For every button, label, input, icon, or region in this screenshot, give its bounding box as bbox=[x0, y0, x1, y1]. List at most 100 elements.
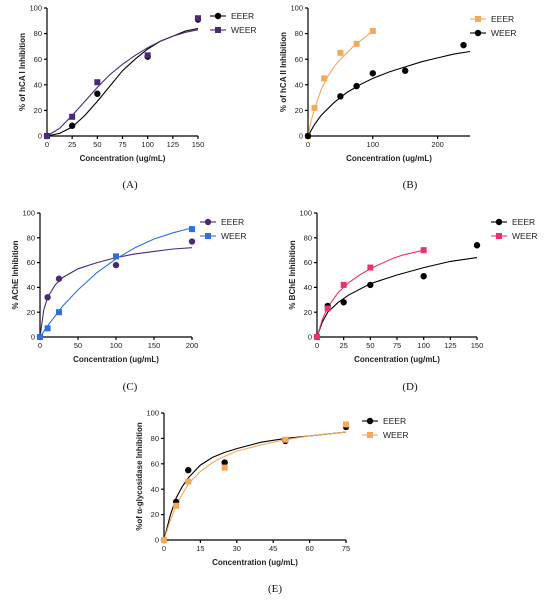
y-tick-label: 100 bbox=[29, 4, 42, 13]
legend-marker-eeer bbox=[495, 218, 503, 226]
legend-label: EEER bbox=[383, 416, 406, 426]
data-point-weer bbox=[69, 113, 76, 120]
y-axis-label: %of α-glycosidase Inhibition bbox=[135, 422, 144, 531]
data-point-weer bbox=[195, 15, 201, 22]
x-axis-label: Concentration (ug/mL) bbox=[346, 154, 432, 163]
x-tick-label: 150 bbox=[471, 341, 484, 350]
legend-label: EEER bbox=[512, 217, 535, 227]
x-tick-label: 0 bbox=[162, 544, 166, 553]
legend-label: WEER bbox=[221, 231, 247, 241]
data-point-eeer bbox=[340, 299, 347, 306]
data-point-weer bbox=[353, 82, 360, 90]
legend: EEER WEER bbox=[362, 416, 409, 440]
y-tick-label: 20 bbox=[34, 106, 42, 115]
x-axis-label: Concentration (ug/mL) bbox=[73, 355, 159, 364]
data-point-weer bbox=[221, 464, 228, 471]
data-point-weer bbox=[282, 436, 289, 443]
x-tick-label: 125 bbox=[167, 140, 180, 149]
y-tick-label: 100 bbox=[146, 409, 159, 418]
legend: EEER WEER bbox=[200, 217, 247, 241]
data-point-eeer bbox=[112, 261, 120, 269]
x-tick-label: 60 bbox=[305, 544, 313, 553]
x-tick-label: 25 bbox=[339, 341, 347, 350]
data-point-eeer bbox=[311, 104, 318, 111]
legend-label: EEER bbox=[231, 11, 254, 21]
y-tick-label: 80 bbox=[151, 434, 159, 443]
legend: EEER WEER bbox=[491, 217, 538, 241]
y-tick-label: 0 bbox=[308, 333, 312, 342]
data-point-weer bbox=[314, 334, 320, 340]
y-tick-label: 0 bbox=[299, 132, 303, 141]
legend-marker-eeer bbox=[366, 417, 374, 425]
x-tick-label: 0 bbox=[315, 341, 319, 350]
panel-caption: (E) bbox=[268, 583, 282, 595]
y-tick-label: 100 bbox=[22, 209, 35, 218]
x-tick-label: 30 bbox=[233, 544, 241, 553]
data-point-eeer bbox=[44, 294, 51, 301]
panel-caption: (A) bbox=[122, 179, 138, 191]
x-tick-label: 100 bbox=[367, 140, 380, 149]
x-tick-label: 100 bbox=[110, 341, 123, 350]
fit-curve-eeer bbox=[163, 431, 347, 541]
y-tick-label: 80 bbox=[27, 233, 35, 242]
fit-curve-eeer bbox=[39, 247, 193, 338]
x-axis-label: Concentration (ug/mL) bbox=[212, 558, 298, 567]
data-point-weer bbox=[44, 133, 50, 139]
legend-label: EEER bbox=[221, 217, 244, 227]
y-tick-label: 60 bbox=[151, 459, 159, 468]
legend-label: EEER bbox=[491, 14, 514, 24]
data-point-weer bbox=[37, 334, 43, 340]
data-point-eeer bbox=[367, 281, 374, 289]
x-tick-label: 200 bbox=[431, 140, 444, 149]
legend-marker-weer bbox=[367, 432, 373, 438]
legend-marker-weer bbox=[474, 29, 482, 37]
y-tick-label: 20 bbox=[27, 308, 35, 317]
panel-c: 0 20 40 60 80 100 0 50 100 150 200 Concentration (u… bbox=[11, 209, 247, 393]
x-tick-label: 45 bbox=[269, 544, 277, 553]
legend-marker-eeer bbox=[204, 218, 212, 226]
data-point-eeer bbox=[68, 122, 76, 129]
data-point-eeer bbox=[420, 273, 427, 280]
y-axis-label: % of hCA I Inhibition bbox=[18, 33, 27, 111]
data-point-weer bbox=[304, 132, 312, 140]
data-point-weer bbox=[185, 478, 192, 485]
fit-curve-weer bbox=[39, 227, 193, 338]
y-tick-label: 60 bbox=[34, 55, 42, 64]
y-tick-label: 80 bbox=[304, 233, 312, 242]
legend-marker-weer bbox=[496, 233, 502, 239]
y-tick-label: 0 bbox=[155, 536, 159, 545]
fit-curve-weer bbox=[46, 29, 199, 137]
x-axis-label: Concentration (ug/mL) bbox=[354, 355, 440, 364]
x-tick-label: 150 bbox=[148, 341, 161, 350]
fit-curve-weer bbox=[163, 431, 347, 541]
data-point-eeer bbox=[321, 75, 328, 82]
panel-d: 0 20 40 60 80 100 0 25 50 75 100 125 150 Concentratio… bbox=[288, 209, 538, 393]
data-point-eeer bbox=[337, 49, 344, 56]
legend-label: WEER bbox=[512, 231, 538, 241]
data-point-weer bbox=[460, 41, 467, 49]
x-tick-label: 125 bbox=[444, 341, 457, 350]
x-tick-label: 75 bbox=[393, 341, 401, 350]
panel-a: 0 20 40 60 80 100 0 25 50 75 100 125 150 Concentratio… bbox=[18, 4, 257, 191]
data-point-eeer bbox=[369, 28, 376, 35]
x-tick-label: 75 bbox=[342, 544, 350, 553]
x-tick-label: 75 bbox=[118, 140, 126, 149]
x-tick-label: 50 bbox=[93, 140, 101, 149]
data-point-weer bbox=[56, 309, 62, 316]
data-point-weer bbox=[324, 305, 331, 312]
panel-b: 0 20 40 60 80 100 0 100 200 Concentration (ug/mL)… bbox=[279, 4, 517, 191]
data-point-eeer bbox=[185, 466, 192, 474]
legend-marker-weer bbox=[205, 233, 211, 239]
fit-curve-eeer bbox=[316, 257, 478, 338]
y-tick-label: 100 bbox=[299, 209, 312, 218]
x-tick-label: 50 bbox=[366, 341, 374, 350]
y-tick-label: 40 bbox=[295, 80, 303, 89]
fit-curve-weer bbox=[307, 50, 471, 137]
data-point-weer bbox=[113, 253, 119, 260]
x-tick-label: 150 bbox=[192, 140, 205, 149]
data-point-weer bbox=[44, 325, 51, 332]
y-tick-label: 40 bbox=[151, 485, 159, 494]
x-tick-label: 0 bbox=[45, 140, 49, 149]
x-tick-label: 25 bbox=[68, 140, 76, 149]
fit-curve-weer bbox=[316, 249, 424, 338]
